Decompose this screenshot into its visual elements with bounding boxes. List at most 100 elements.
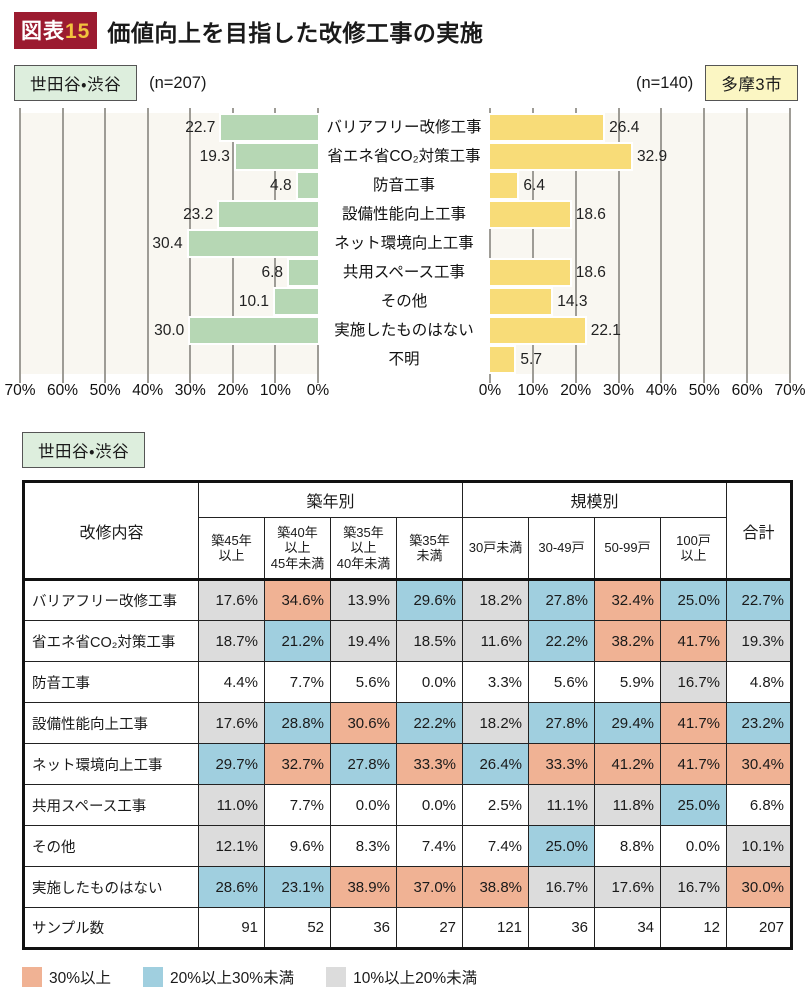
legend-item: 30%以上	[22, 966, 111, 988]
right-chart-axis: 0% 10% 20% 30% 40% 50% 60% 70%	[479, 382, 806, 408]
axis-tick: 20%	[560, 382, 592, 399]
table-row: バリアフリー改修工事 17.6% 34.6% 13.9% 29.6% 18.2% 27.8%…	[23, 579, 793, 621]
axis-tick: 70%	[4, 382, 36, 399]
gridline	[703, 108, 706, 383]
table-row: 実施したものはない 28.6% 23.1% 38.9% 37.0% 38.8% 16.7% 1…	[23, 866, 793, 908]
table-cell: 37.0%	[395, 866, 464, 908]
table-cell: 11.6%	[462, 620, 530, 662]
left-chart-plot: 22.7 19.3 4.8 23.2 30.4 6.8 10.1 30.0	[19, 108, 321, 383]
gridline	[317, 108, 319, 383]
table-region-label: 世田谷・渋谷	[22, 432, 146, 468]
column-header-label: 改修内容	[23, 481, 199, 581]
table-cell: 41.2%	[594, 743, 662, 785]
chart-row: 18.6	[488, 200, 790, 229]
axis-tick: 60%	[731, 382, 763, 399]
gridline	[617, 108, 620, 383]
table-cell: 7.7%	[264, 784, 331, 826]
bar	[487, 113, 606, 142]
bar-value-label: 18.6	[575, 205, 606, 223]
row-label: バリアフリー改修工事	[23, 579, 199, 621]
bar	[488, 258, 572, 287]
bar-value-label: 14.3	[557, 292, 588, 310]
table-cell: 11.1%	[528, 784, 596, 826]
table-cell: 30.6%	[330, 702, 397, 744]
table-cell: 28.6%	[198, 866, 265, 908]
bar	[487, 171, 520, 200]
figure-title-row: 図表15 価値向上を目指した改修工事の実施	[14, 12, 812, 49]
bar-value-label: 6.4	[523, 176, 545, 194]
category-label: 共用スペース工事	[342, 264, 466, 281]
gridline	[746, 108, 749, 383]
table-row: 防音工事 4.4% 7.7% 5.6% 0.0% 3.3% 5.6% 5.9% 16.7% 4.8…	[23, 661, 793, 703]
sub-column-header: 築40年 以上 45年未満	[264, 517, 331, 581]
bar	[488, 200, 572, 229]
table-cell: 22.2%	[528, 620, 596, 662]
table-cell: 29.4%	[594, 702, 662, 744]
total-cell: 30.0%	[726, 866, 793, 908]
table-cell: 25.0%	[660, 579, 728, 621]
badge-prefix: 図表	[21, 20, 65, 43]
table-cell: 29.6%	[395, 579, 464, 621]
bar	[287, 258, 320, 287]
table-cell: 3.3%	[462, 661, 530, 703]
bar-value-label: 19.3	[199, 147, 230, 165]
legend-swatch	[326, 967, 347, 987]
sub-column-header: 30戸未満	[462, 517, 530, 581]
gridline	[104, 108, 107, 383]
table-cell: 12	[660, 907, 728, 949]
table-cell: 2.5%	[462, 784, 530, 826]
table-cell: 4.4%	[198, 661, 265, 703]
table-cell: 27.8%	[330, 743, 397, 785]
sub-column-header: 築45年 以上	[198, 517, 265, 581]
chart-row: 30.0	[20, 316, 320, 345]
bar	[217, 200, 320, 229]
table-row: 省エネ省CO₂対策工事 18.7% 21.2% 19.4% 18.5% 11.6% 22.2…	[23, 620, 793, 662]
region-label-setagaya-shibuya: 世田谷・渋谷	[14, 65, 138, 101]
bar-value-label: 32.9	[637, 147, 668, 165]
bar-value-label: 30.0	[154, 321, 185, 339]
table-row: サンプル数 91 52 36 27 121 36 34 12 207	[23, 907, 793, 949]
table-cell: 5.6%	[528, 661, 596, 703]
chart-row: 6.8	[20, 258, 320, 287]
category-label: 防音工事	[372, 177, 435, 194]
gridline	[789, 108, 791, 383]
gridline	[574, 108, 577, 383]
table-cell: 13.9%	[330, 579, 397, 621]
total-cell: 10.1%	[726, 825, 793, 867]
table-cell: 36	[528, 907, 596, 949]
axis-tick: 50%	[89, 382, 121, 399]
chart-row: 4.8	[20, 171, 321, 200]
bar-value-label: 6.8	[261, 263, 284, 281]
table-cell: 0.0%	[395, 784, 464, 826]
chart-header-row: 世田谷・渋谷 (n=207) (n=140) 多摩3市	[14, 65, 798, 101]
total-column-header: 合計	[726, 481, 793, 581]
bar-value-label: 4.8	[270, 176, 292, 194]
table-cell: 21.2%	[264, 620, 331, 662]
legend-swatch	[22, 967, 42, 987]
bar	[488, 316, 587, 345]
axis-tick: 70%	[774, 382, 806, 399]
table-cell: 7.7%	[264, 661, 331, 703]
table-cell: 26.4%	[462, 743, 530, 785]
table-cell: 0.0%	[660, 825, 728, 867]
bar	[188, 316, 320, 345]
sub-column-header: 50-99戸	[594, 517, 662, 581]
chart-row: 22.7	[20, 113, 320, 142]
table-cell: 5.6%	[330, 661, 397, 703]
color-legend: 30%以上 20%以上30%未満 10%以上20%未満	[22, 966, 812, 988]
legend-swatch	[143, 967, 164, 987]
sample-size-right: (n=140)	[635, 73, 694, 92]
table-cell: 32.7%	[264, 743, 331, 785]
total-cell: 30.4%	[726, 743, 793, 785]
axis-tick: 60%	[47, 382, 79, 399]
total-cell: 207	[726, 907, 793, 949]
region-label-tama3: 多摩3市	[705, 65, 798, 101]
table-cell: 11.0%	[198, 784, 265, 826]
bar-value-label: 5.7	[520, 350, 542, 368]
table-cell: 36	[330, 907, 397, 949]
axis-tick: 30%	[603, 382, 635, 399]
table-cell: 34	[594, 907, 662, 949]
table-cell: 41.7%	[660, 702, 728, 744]
chart-row: 22.1	[488, 316, 790, 345]
gridline	[61, 108, 64, 383]
